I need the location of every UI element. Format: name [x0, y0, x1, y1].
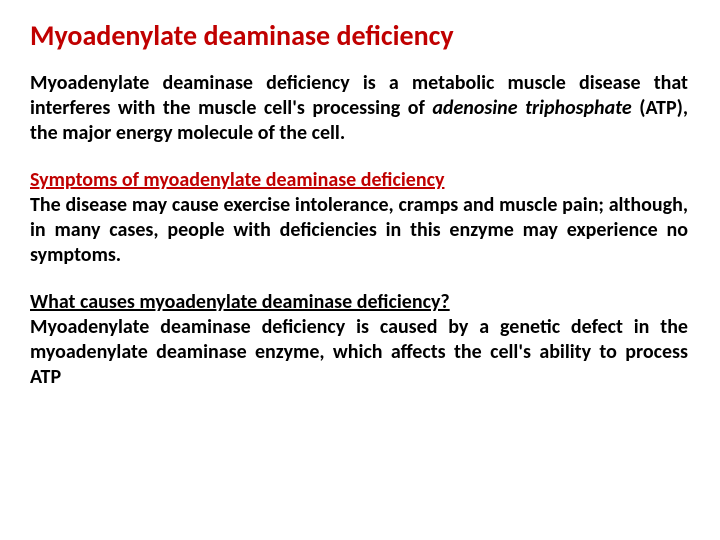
causes-heading: What causes myoadenylate deaminase defic… — [30, 290, 450, 314]
symptoms-heading: Symptoms of myoadenylate deaminase defic… — [30, 168, 444, 192]
causes-paragraph: What causes myoadenylate deaminase defic… — [30, 290, 688, 390]
causes-body: Myoadenylate deaminase deficiency is cau… — [30, 315, 688, 389]
intro-italic-term: adenosine triphosphate — [432, 96, 631, 120]
slide: Myoadenylate deaminase deficiency Myoade… — [0, 0, 720, 540]
page-title: Myoadenylate deaminase deficiency — [30, 18, 688, 53]
intro-paragraph: Myoadenylate deaminase deficiency is a m… — [30, 71, 688, 146]
symptoms-paragraph: Symptoms of myoadenylate deaminase defic… — [30, 168, 688, 268]
symptoms-body: The disease may cause exercise intoleran… — [30, 193, 688, 267]
